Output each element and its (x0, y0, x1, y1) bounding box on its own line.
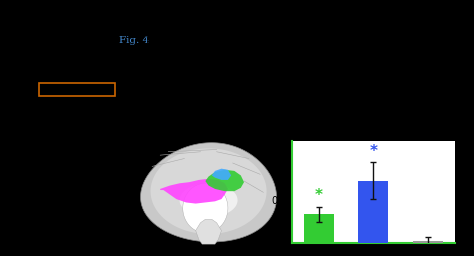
Text: A: A (133, 142, 145, 157)
Polygon shape (141, 143, 277, 242)
Bar (358, 181, 388, 243)
Text: *: * (369, 144, 377, 159)
Text: ). In contrast, an analysis of con-: ). In contrast, an analysis of con- (145, 36, 318, 45)
Text: *: * (315, 188, 323, 203)
Bar (304, 214, 334, 243)
Text: 0.05, cluster-corrected). Together with our previous analysis of: 0.05, cluster-corrected). Together with … (6, 109, 339, 119)
Text: mPFC (: mPFC ( (6, 85, 45, 94)
Polygon shape (180, 183, 237, 217)
Text: flict effects revealed a significant cluster more dorsally within the: flict effects revealed a significant clu… (6, 61, 353, 70)
Polygon shape (196, 219, 221, 244)
Text: B: B (255, 121, 267, 136)
Text: MNI 0, 20, 44: MNI 0, 20, 44 (40, 85, 114, 94)
Polygon shape (212, 169, 231, 180)
Polygon shape (151, 148, 266, 234)
Text: Fig. 4: Fig. 4 (119, 36, 149, 45)
Bar (413, 241, 443, 243)
Polygon shape (205, 170, 244, 191)
Polygon shape (183, 183, 228, 233)
Text: k = 536 voxels; peak z-value = 3.62; p <: k = 536 voxels; peak z-value = 3.62; p < (116, 85, 333, 94)
Polygon shape (160, 179, 228, 204)
Text: the dACC (MNI −2, 30, 14; k = 788; peak z-value = 5.17; p <: the dACC (MNI −2, 30, 14; k = 788; peak … (6, 12, 330, 21)
Text: 0.001, cluster-corrected;: 0.001, cluster-corrected; (6, 36, 139, 45)
